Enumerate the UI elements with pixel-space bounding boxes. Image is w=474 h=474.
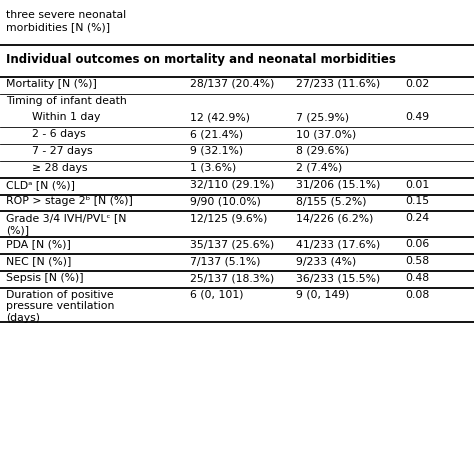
Text: Sepsis [N (%)]: Sepsis [N (%)] bbox=[6, 273, 83, 283]
Text: 41/233 (17.6%): 41/233 (17.6%) bbox=[296, 239, 381, 249]
Text: Mortality [N (%)]: Mortality [N (%)] bbox=[6, 79, 97, 89]
Text: 31/206 (15.1%): 31/206 (15.1%) bbox=[296, 180, 381, 190]
Text: 6 (21.4%): 6 (21.4%) bbox=[190, 129, 243, 139]
Text: Duration of positive
pressure ventilation
(days): Duration of positive pressure ventilatio… bbox=[6, 290, 114, 323]
Text: 25/137 (18.3%): 25/137 (18.3%) bbox=[190, 273, 274, 283]
Text: 0.24: 0.24 bbox=[405, 213, 429, 223]
Text: 35/137 (25.6%): 35/137 (25.6%) bbox=[190, 239, 274, 249]
Text: 7 - 27 days: 7 - 27 days bbox=[32, 146, 92, 156]
Text: 27/233 (11.6%): 27/233 (11.6%) bbox=[296, 79, 381, 89]
Text: 12 (42.9%): 12 (42.9%) bbox=[190, 112, 250, 122]
Text: 0.15: 0.15 bbox=[405, 196, 429, 207]
Text: 10 (37.0%): 10 (37.0%) bbox=[296, 129, 356, 139]
Text: NEC [N (%)]: NEC [N (%)] bbox=[6, 256, 71, 266]
Text: 0.48: 0.48 bbox=[405, 273, 429, 283]
Text: 9/90 (10.0%): 9/90 (10.0%) bbox=[190, 196, 261, 207]
Text: 14/226 (6.2%): 14/226 (6.2%) bbox=[296, 213, 374, 223]
Text: ROP > stage 2ᵇ [N (%)]: ROP > stage 2ᵇ [N (%)] bbox=[6, 196, 133, 207]
Text: 0.01: 0.01 bbox=[405, 180, 429, 190]
Text: Individual outcomes on mortality and neonatal morbidities: Individual outcomes on mortality and neo… bbox=[6, 53, 396, 66]
Text: 28/137 (20.4%): 28/137 (20.4%) bbox=[190, 79, 274, 89]
Text: 36/233 (15.5%): 36/233 (15.5%) bbox=[296, 273, 381, 283]
Text: Within 1 day: Within 1 day bbox=[32, 112, 100, 122]
Text: 12/125 (9.6%): 12/125 (9.6%) bbox=[190, 213, 267, 223]
Text: 7/137 (5.1%): 7/137 (5.1%) bbox=[190, 256, 260, 266]
Text: 1 (3.6%): 1 (3.6%) bbox=[190, 163, 236, 173]
Text: 8/155 (5.2%): 8/155 (5.2%) bbox=[296, 196, 367, 207]
Text: 0.06: 0.06 bbox=[405, 239, 429, 249]
Text: 0.08: 0.08 bbox=[405, 290, 429, 300]
Text: PDA [N (%)]: PDA [N (%)] bbox=[6, 239, 71, 249]
Text: 9 (0, 149): 9 (0, 149) bbox=[296, 290, 350, 300]
Text: 2 (7.4%): 2 (7.4%) bbox=[296, 163, 343, 173]
Text: Timing of infant death: Timing of infant death bbox=[6, 96, 127, 106]
Text: 9 (32.1%): 9 (32.1%) bbox=[190, 146, 243, 156]
Text: Grade 3/4 IVH/PVLᶜ [N
(%)]: Grade 3/4 IVH/PVLᶜ [N (%)] bbox=[6, 213, 126, 235]
Text: 9/233 (4%): 9/233 (4%) bbox=[296, 256, 356, 266]
Text: 6 (0, 101): 6 (0, 101) bbox=[190, 290, 243, 300]
Text: 8 (29.6%): 8 (29.6%) bbox=[296, 146, 349, 156]
Text: CLDᵃ [N (%)]: CLDᵃ [N (%)] bbox=[6, 180, 75, 190]
Text: 32/110 (29.1%): 32/110 (29.1%) bbox=[190, 180, 274, 190]
Text: 0.02: 0.02 bbox=[405, 79, 429, 89]
Text: 0.49: 0.49 bbox=[405, 112, 429, 122]
Text: three severe neonatal
morbidities [N (%)]: three severe neonatal morbidities [N (%)… bbox=[6, 10, 126, 32]
Text: ≥ 28 days: ≥ 28 days bbox=[32, 163, 87, 173]
Text: 2 - 6 days: 2 - 6 days bbox=[32, 129, 85, 139]
Text: 0.58: 0.58 bbox=[405, 256, 429, 266]
Text: 7 (25.9%): 7 (25.9%) bbox=[296, 112, 349, 122]
